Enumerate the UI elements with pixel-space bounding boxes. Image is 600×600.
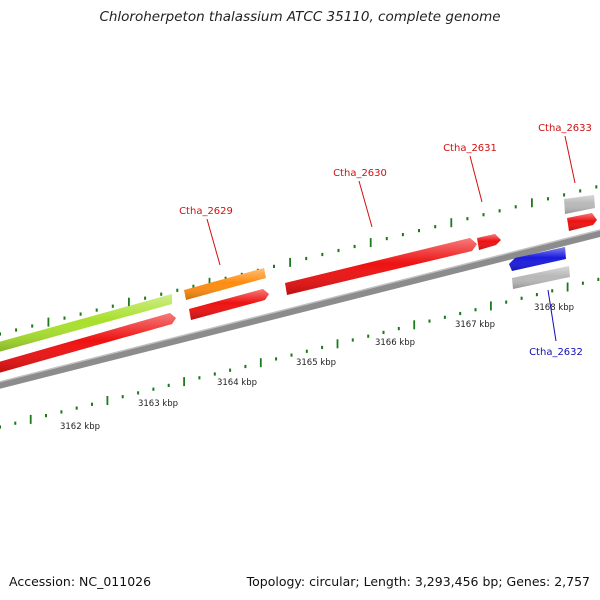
inner-tick-ring <box>0 277 600 429</box>
tick-label: 3162 kbp <box>60 422 100 432</box>
outer-tick-ring <box>0 185 598 336</box>
ruler-labels: 3162 kbp 3163 kbp 3164 kbp 3165 kbp 3166… <box>60 303 574 432</box>
gene-labels: Ctha_2629 Ctha_2630 Ctha_2631 Ctha_2633 … <box>179 123 592 358</box>
gene-label[interactable]: Ctha_2632 <box>529 347 583 358</box>
leader-line <box>206 218 221 266</box>
gene-label[interactable]: Ctha_2629 <box>179 206 233 217</box>
tick-label: 3165 kbp <box>296 358 336 368</box>
gene-label[interactable]: Ctha_2630 <box>333 168 387 179</box>
tick-label: 3163 kbp <box>138 399 178 409</box>
gene-feature[interactable] <box>189 289 269 320</box>
tick-label: 3164 kbp <box>217 378 257 388</box>
accession-text: Accession: NC_011026 <box>9 574 152 589</box>
gene-feature[interactable] <box>509 247 566 271</box>
backbone <box>0 229 600 389</box>
tick-label: 3166 kbp <box>375 338 415 348</box>
gene-feature[interactable] <box>0 294 172 353</box>
leader-line <box>358 180 373 228</box>
leader-line <box>469 155 483 203</box>
gene-label[interactable]: Ctha_2631 <box>443 143 497 154</box>
gene-feature[interactable] <box>0 313 176 374</box>
gene-track <box>0 195 597 374</box>
leader-line <box>547 289 557 342</box>
gene-feature[interactable] <box>512 266 570 289</box>
gene-feature[interactable] <box>184 268 266 300</box>
gene-feature[interactable] <box>477 234 501 250</box>
gene-label[interactable]: Ctha_2633 <box>538 123 592 134</box>
gene-feature[interactable] <box>285 238 477 295</box>
gene-feature[interactable] <box>567 213 597 231</box>
leader-line <box>564 135 576 184</box>
label-leaders <box>206 135 576 342</box>
page-title: Chloroherpeton thalassium ATCC 35110, co… <box>99 9 501 25</box>
genome-stats-text: Topology: circular; Length: 3,293,456 bp… <box>246 574 590 589</box>
tick-label: 3168 kbp <box>534 303 574 313</box>
tick-label: 3167 kbp <box>455 320 495 330</box>
gene-feature[interactable] <box>564 195 595 214</box>
